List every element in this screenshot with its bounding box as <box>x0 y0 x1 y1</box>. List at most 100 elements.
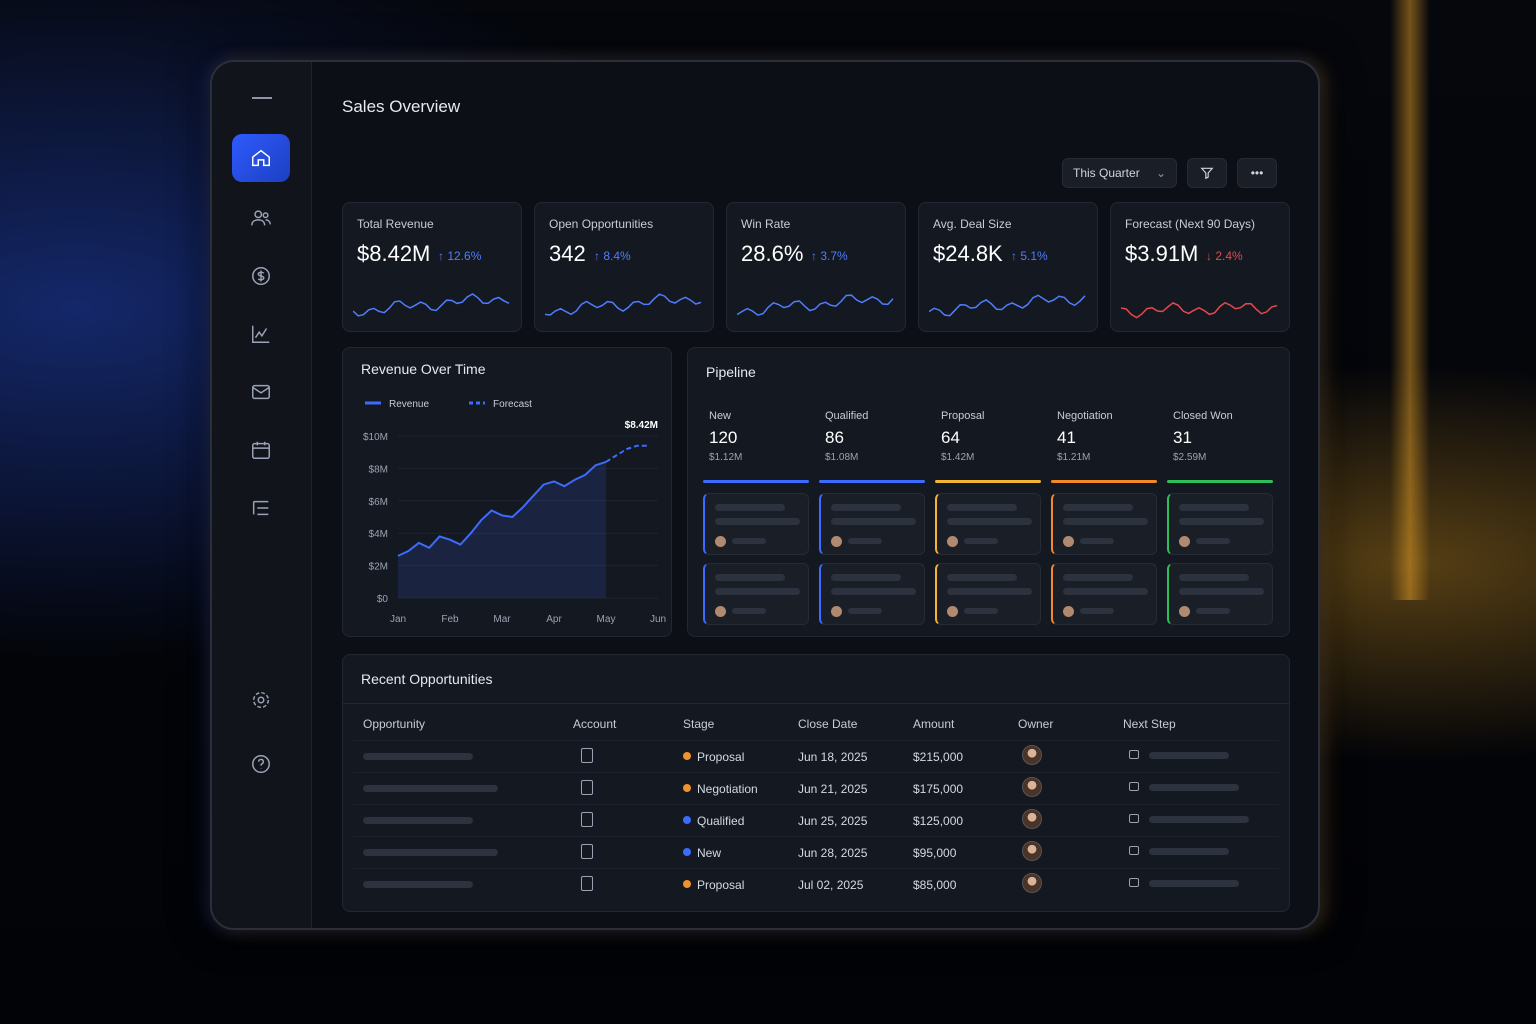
account-icon <box>581 876 593 891</box>
avatar <box>831 606 842 617</box>
owner-avatar <box>1022 841 1042 861</box>
next-step-placeholder <box>1149 848 1229 855</box>
placeholder <box>715 518 800 525</box>
dashboard: Sales Overview This Quarter ⌄ ••• Revenue… <box>210 60 1320 930</box>
kpi-card: Win Rate 28.6% ↑ 3.7% <box>726 202 906 332</box>
revenue-chart: Revenue Over Time Revenue Forecast $0 $2M $4M… <box>361 361 666 625</box>
pipeline-panel: Pipeline New 120 $1.12M Qualified 86 $1.08M Pr… <box>687 347 1290 637</box>
y-tick-label: $8M <box>369 464 388 475</box>
nav-calendar[interactable] <box>232 426 290 474</box>
kpi-value: 28.6% <box>741 241 804 266</box>
kpi-card: Avg. Deal Size $24.8K ↑ 5.1% <box>918 202 1098 332</box>
kpi-label: Total Revenue <box>357 217 434 231</box>
opportunities-panel: Recent Opportunities Opportunity Account S… <box>342 654 1290 912</box>
row-divider <box>353 868 1279 869</box>
stage-amount: $1.21M <box>1057 452 1091 463</box>
sparkline <box>929 294 1086 317</box>
period-label: This Quarter <box>1073 166 1140 180</box>
kpi-change: ↑ 5.1% <box>1011 249 1048 263</box>
placeholder <box>1196 608 1230 614</box>
placeholder <box>964 608 998 614</box>
revenue-panel: Revenue Over Time Revenue Forecast $0 $2M $4M… <box>342 347 672 637</box>
nav-deals[interactable] <box>232 252 290 300</box>
kpi-change: ↑ 3.7% <box>811 249 848 263</box>
kpi-label: Open Opportunities <box>549 217 654 231</box>
sparkline-line <box>1121 301 1278 319</box>
nav-home[interactable] <box>232 134 290 182</box>
deal-card <box>819 493 925 555</box>
stage-amount: $1.42M <box>941 452 975 463</box>
stage: Proposal <box>697 750 745 764</box>
kpi-change: ↓ 2.4% <box>1206 249 1243 263</box>
filter-button[interactable] <box>1187 158 1227 188</box>
amount: $95,000 <box>913 846 957 860</box>
close-date: Jun 21, 2025 <box>798 782 868 796</box>
kpi-card: Forecast (Next 90 Days) $3.91M ↓ 2.4% <box>1110 202 1290 332</box>
opportunity-placeholder <box>363 849 498 856</box>
placeholder <box>1080 608 1114 614</box>
placeholder <box>1063 588 1148 595</box>
placeholder <box>1179 574 1249 581</box>
amount: $215,000 <box>913 750 964 764</box>
series-line <box>605 444 648 463</box>
next-step-placeholder <box>1149 752 1229 759</box>
stage-dot <box>683 848 691 856</box>
series-line <box>397 460 607 557</box>
sparkline-line <box>353 293 510 317</box>
row-divider <box>353 836 1279 837</box>
stage: New <box>697 846 722 860</box>
stage-dot <box>683 816 691 824</box>
sparkline <box>353 293 510 317</box>
revenue-area <box>398 461 606 598</box>
page-title: Sales Overview <box>342 97 461 116</box>
close-date: Jul 02, 2025 <box>798 878 864 892</box>
sparkline-line <box>737 294 894 316</box>
chart-title: Revenue Over Time <box>361 361 486 377</box>
owner-avatar <box>1022 777 1042 797</box>
kpi-value: $8.42M <box>357 241 431 266</box>
x-tick-label: Jun <box>650 614 666 625</box>
nav-settings[interactable] <box>232 676 290 724</box>
more-button[interactable]: ••• <box>1237 158 1277 188</box>
stage-amount: $1.12M <box>709 452 743 463</box>
deal-card <box>819 563 925 625</box>
placeholder <box>1063 574 1133 581</box>
annotation: $8.42M <box>625 420 658 431</box>
amount: $125,000 <box>913 814 964 828</box>
deal-card <box>703 563 809 625</box>
sidebar <box>212 62 312 928</box>
kpi-label: Avg. Deal Size <box>933 217 1012 231</box>
stage: Qualified <box>697 814 745 828</box>
column-header: Owner <box>1018 717 1054 731</box>
menu-button[interactable] <box>252 97 272 99</box>
opportunity-placeholder <box>363 753 473 760</box>
column-header: Close Date <box>798 717 858 731</box>
next-step-placeholder <box>1149 880 1239 887</box>
stage-count: 86 <box>825 428 844 447</box>
nav-help[interactable] <box>232 740 290 788</box>
stage-bar <box>819 480 925 483</box>
nav-contacts[interactable] <box>232 194 290 242</box>
placeholder <box>947 504 1017 511</box>
deal-card <box>1051 493 1157 555</box>
account-icon <box>581 748 593 763</box>
placeholder <box>947 574 1017 581</box>
nav-tasks[interactable] <box>232 484 290 532</box>
y-tick-label: $6M <box>369 497 388 508</box>
placeholder <box>1179 504 1249 511</box>
placeholder <box>831 574 901 581</box>
placeholder <box>831 518 916 525</box>
close-date: Jun 28, 2025 <box>798 846 868 860</box>
next-step-icon <box>1129 846 1139 855</box>
owner-avatar <box>1022 873 1042 893</box>
nav-mail[interactable] <box>232 368 290 416</box>
nav-reports[interactable] <box>232 310 290 358</box>
row-divider <box>353 740 1279 741</box>
stage-amount: $2.59M <box>1173 452 1207 463</box>
column-header: Opportunity <box>363 717 426 731</box>
next-step-icon <box>1129 782 1139 791</box>
period-select[interactable]: This Quarter ⌄ <box>1062 158 1177 188</box>
placeholder <box>964 538 998 544</box>
stage-count: 31 <box>1173 428 1192 447</box>
kpi-card: Open Opportunities 342 ↑ 8.4% <box>534 202 714 332</box>
